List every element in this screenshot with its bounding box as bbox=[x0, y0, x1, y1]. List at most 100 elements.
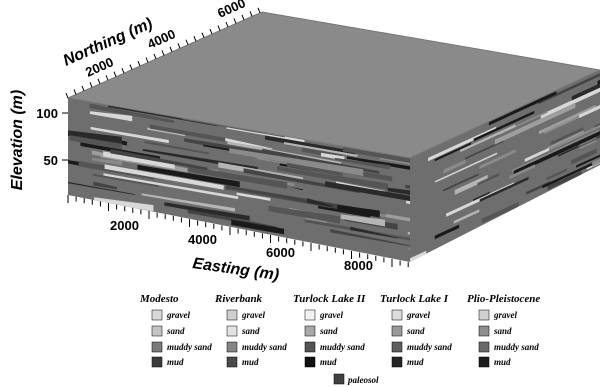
legend-item-label: gravel bbox=[406, 310, 430, 320]
elevation-tick-label: 50 bbox=[44, 153, 58, 168]
stratum bbox=[304, 253, 346, 265]
figure: 10050Elevation (m)200040006000Northing (… bbox=[0, 0, 600, 387]
stratum bbox=[592, 191, 600, 216]
stratum bbox=[554, 194, 586, 211]
tick-mark bbox=[122, 68, 124, 73]
stratum bbox=[527, 231, 556, 248]
stratum bbox=[514, 221, 549, 240]
tick-mark bbox=[218, 26, 220, 31]
tick-mark bbox=[202, 33, 204, 38]
stratum bbox=[96, 244, 143, 255]
legend-group-title: Turlock Lake II bbox=[293, 293, 366, 305]
stratum bbox=[510, 237, 548, 256]
tick-mark bbox=[66, 93, 68, 98]
legend-swatch bbox=[334, 374, 344, 384]
legend-item-label: mud bbox=[494, 357, 511, 367]
easting-tick-label: 2000 bbox=[110, 218, 139, 233]
stratum bbox=[545, 202, 576, 221]
legend-swatch bbox=[392, 342, 402, 352]
legend-group-title: Modesto bbox=[139, 293, 179, 305]
stratum bbox=[564, 199, 582, 211]
legend-item-label: paleosol bbox=[347, 375, 379, 385]
stratum bbox=[560, 234, 582, 248]
legend-item-label: sand bbox=[166, 326, 185, 336]
tick-mark bbox=[210, 29, 212, 34]
tick-mark bbox=[90, 82, 92, 87]
stratum bbox=[103, 248, 202, 269]
legend-swatch bbox=[152, 310, 162, 320]
legend-swatch bbox=[227, 357, 237, 367]
tick-mark bbox=[106, 75, 108, 80]
legend-item-label: gravel bbox=[166, 310, 190, 320]
easting-tick-label: 4000 bbox=[188, 232, 217, 247]
legend-item-label: gravel bbox=[493, 310, 517, 320]
tick-mark bbox=[178, 43, 180, 48]
legend-item-label: mud bbox=[242, 357, 259, 367]
legend-item-label: muddy sand bbox=[242, 342, 287, 352]
tick-mark bbox=[130, 65, 132, 70]
legend-item-label: gravel bbox=[319, 310, 343, 320]
legend-item-label: gravel bbox=[241, 310, 265, 320]
legend: Modesto gravel sand muddy sand mud Riverbank g… bbox=[139, 293, 540, 385]
tick-mark bbox=[234, 18, 236, 23]
tick-mark bbox=[146, 58, 148, 63]
tick-mark bbox=[186, 40, 188, 45]
legend-swatch bbox=[392, 357, 402, 367]
stratum bbox=[292, 255, 323, 264]
legend-swatch bbox=[479, 342, 489, 352]
legend-item-label: mud bbox=[407, 357, 424, 367]
legend-group-title: Turlock Lake I bbox=[380, 293, 449, 305]
stratum bbox=[577, 211, 599, 223]
tick-mark bbox=[242, 15, 244, 20]
easting-tick-label: 6000 bbox=[266, 245, 295, 260]
legend-swatch bbox=[479, 357, 489, 367]
legend-swatch bbox=[227, 342, 237, 352]
stratum bbox=[469, 229, 500, 246]
legend-item-label: sand bbox=[241, 326, 260, 336]
legend-swatch bbox=[227, 326, 237, 336]
stratum bbox=[61, 261, 156, 280]
stratum bbox=[226, 243, 259, 252]
tick-mark bbox=[74, 89, 76, 94]
legend-swatch bbox=[392, 310, 402, 320]
legend-item-label: muddy sand bbox=[320, 342, 365, 352]
legend-swatch bbox=[152, 342, 162, 352]
stratum bbox=[472, 225, 518, 251]
legend-swatch bbox=[392, 326, 402, 336]
legend-item-label: sand bbox=[493, 326, 512, 336]
tick-mark bbox=[258, 8, 260, 13]
stratum bbox=[532, 196, 561, 213]
legend-group-title: Plio-Pleistocene bbox=[467, 293, 540, 305]
legend-swatch bbox=[152, 357, 162, 367]
legend-group-title: Riverbank bbox=[214, 293, 263, 305]
legend-item-label: muddy sand bbox=[494, 342, 539, 352]
legend-item-label: sand bbox=[406, 326, 425, 336]
legend-item-label: muddy sand bbox=[407, 342, 452, 352]
stratum bbox=[89, 253, 138, 267]
legend-swatch bbox=[305, 326, 315, 336]
easting-tick-label: 8000 bbox=[344, 258, 373, 273]
tick-mark bbox=[162, 50, 164, 55]
stratum bbox=[474, 236, 494, 247]
elevation-label: Elevation (m) bbox=[9, 90, 26, 190]
tick-mark bbox=[138, 61, 140, 66]
legend-swatch bbox=[479, 310, 489, 320]
legend-item-label: mud bbox=[320, 357, 337, 367]
tick-mark bbox=[250, 11, 252, 16]
stratum bbox=[560, 224, 600, 257]
legend-swatch bbox=[227, 310, 237, 320]
legend-swatch bbox=[305, 310, 315, 320]
legend-item-label: sand bbox=[319, 326, 338, 336]
legend-swatch bbox=[305, 357, 315, 367]
stratum bbox=[564, 28, 600, 66]
stratum bbox=[70, 200, 107, 209]
tick-mark bbox=[226, 22, 228, 27]
stratum bbox=[547, 220, 600, 247]
stratum bbox=[586, 211, 600, 224]
legend-swatch bbox=[479, 326, 489, 336]
tick-mark bbox=[114, 72, 116, 77]
legend-swatch bbox=[152, 326, 162, 336]
stratum bbox=[88, 245, 179, 264]
legend-swatch bbox=[305, 342, 315, 352]
tick-mark bbox=[98, 79, 100, 84]
